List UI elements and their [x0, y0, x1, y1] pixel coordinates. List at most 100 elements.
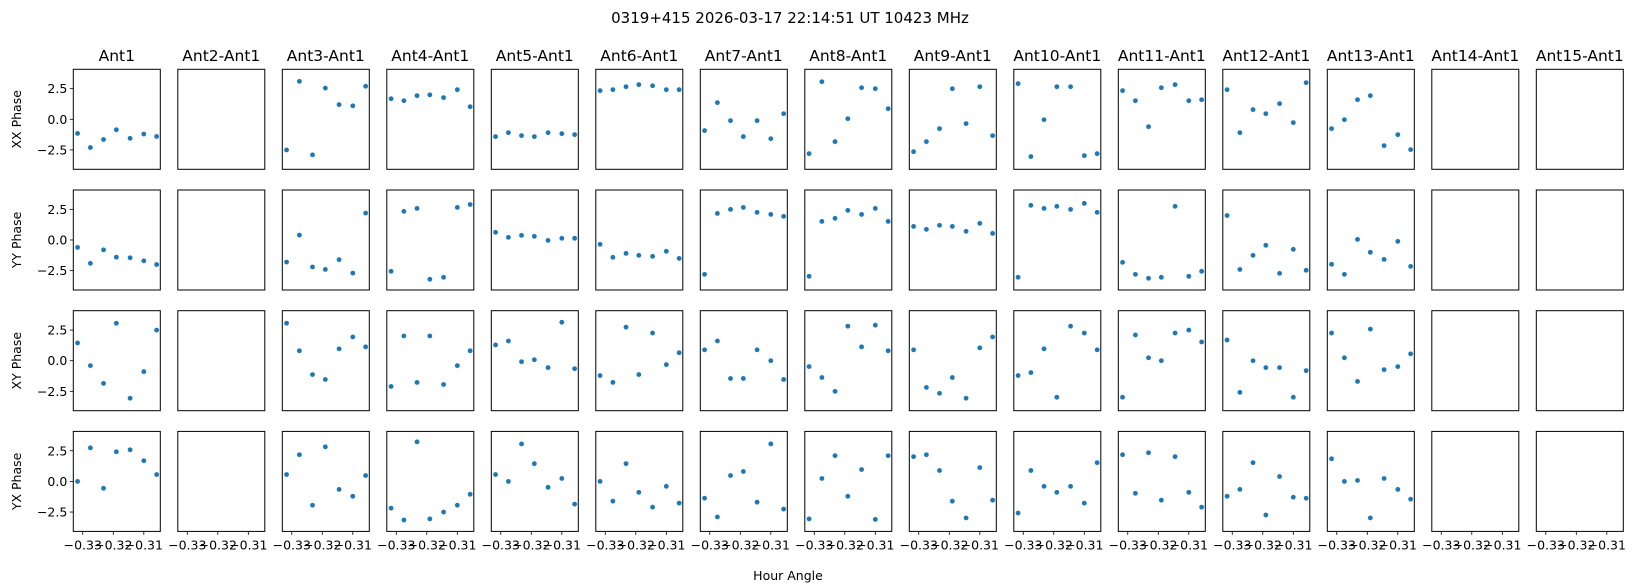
data-point	[440, 94, 447, 101]
data-point	[989, 497, 996, 503]
data-point	[649, 330, 656, 336]
data-point	[949, 498, 956, 504]
data-point	[1263, 364, 1269, 371]
data-point	[454, 204, 461, 211]
y-tick-label: −2.5	[37, 142, 67, 157]
data-point	[1186, 327, 1192, 333]
data-point	[701, 127, 708, 134]
data-point	[427, 91, 433, 98]
data-point	[1224, 337, 1230, 343]
panel-frame	[177, 310, 266, 412]
x-tick-label: −0.31	[1274, 537, 1312, 552]
panel-frame	[1431, 68, 1520, 170]
data-point	[388, 505, 394, 511]
x-tick-label: −0.32	[721, 537, 759, 552]
data-point	[74, 130, 81, 137]
panel-frame	[1535, 68, 1624, 170]
x-tick-label: −0.32	[408, 537, 446, 552]
y-tick-label: 0.0	[47, 112, 67, 127]
panel-frame	[72, 68, 161, 170]
data-point	[492, 471, 499, 478]
panel-frame	[386, 310, 475, 412]
data-point	[283, 147, 290, 153]
panel-frame	[1117, 68, 1206, 170]
data-point	[949, 223, 956, 230]
data-point	[1303, 495, 1309, 501]
data-point	[768, 441, 774, 447]
data-point	[454, 502, 461, 508]
data-point	[74, 340, 81, 346]
data-point	[923, 384, 930, 391]
data-point	[780, 110, 787, 117]
x-tick-label: −0.33	[273, 537, 311, 552]
data-point	[714, 514, 721, 520]
panel-frame	[1535, 189, 1624, 291]
data-point	[1081, 152, 1088, 159]
data-point	[1172, 330, 1178, 336]
data-point	[819, 475, 825, 482]
y-tick-label: −2.5	[37, 384, 67, 399]
panel-frame	[1222, 68, 1311, 170]
data-point	[559, 130, 565, 137]
data-point	[283, 320, 290, 327]
data-point	[1172, 453, 1178, 460]
data-point	[414, 92, 420, 99]
column-title: Ant11-Ant1	[1118, 47, 1206, 65]
y-axis-label: XX Phase	[9, 90, 24, 149]
data-point	[559, 235, 565, 242]
data-point	[427, 516, 433, 522]
data-point	[1054, 394, 1060, 401]
x-tick-label: −0.32	[199, 537, 237, 552]
data-point	[531, 233, 538, 240]
data-point	[754, 346, 760, 353]
data-point	[1132, 332, 1139, 338]
data-point	[1028, 202, 1034, 209]
x-tick-label: −0.31	[961, 537, 999, 552]
data-point	[1290, 394, 1297, 401]
x-tick-label: −0.33	[586, 537, 624, 552]
data-point	[492, 229, 499, 236]
data-point	[467, 491, 473, 498]
panel-frame	[804, 430, 893, 532]
data-point	[858, 211, 865, 218]
data-point	[362, 344, 369, 350]
data-point	[296, 451, 303, 458]
y-tick-label: 2.5	[47, 81, 67, 96]
data-point	[401, 517, 407, 523]
panel-frame	[281, 310, 370, 412]
data-point	[505, 478, 512, 485]
data-point	[1263, 242, 1269, 249]
data-point	[1367, 249, 1374, 256]
data-point	[806, 273, 812, 280]
data-point	[440, 274, 447, 281]
data-point	[518, 232, 525, 239]
data-point	[559, 475, 565, 482]
panel-frame	[1326, 68, 1415, 170]
data-point	[1186, 97, 1192, 104]
data-point	[597, 478, 603, 485]
x-tick-label: −0.33	[377, 537, 415, 552]
data-point	[649, 253, 656, 260]
data-point	[1381, 366, 1387, 373]
data-point	[676, 500, 682, 506]
data-point	[1303, 367, 1309, 374]
data-point	[571, 235, 578, 242]
panel-frame	[72, 189, 161, 291]
data-point	[1341, 271, 1348, 278]
data-point	[350, 103, 356, 109]
data-point	[597, 241, 603, 248]
data-point	[1407, 146, 1414, 153]
data-point	[1186, 489, 1192, 496]
x-tick-label: −0.31	[856, 537, 894, 552]
data-point	[283, 471, 290, 478]
data-point	[1407, 351, 1414, 357]
data-point	[467, 103, 473, 110]
data-point	[127, 395, 133, 402]
data-point	[1276, 364, 1283, 371]
data-point	[845, 323, 851, 329]
data-point	[910, 223, 917, 230]
data-point	[663, 483, 670, 490]
data-point	[832, 138, 838, 145]
data-point	[100, 247, 107, 253]
data-point	[1263, 110, 1269, 117]
